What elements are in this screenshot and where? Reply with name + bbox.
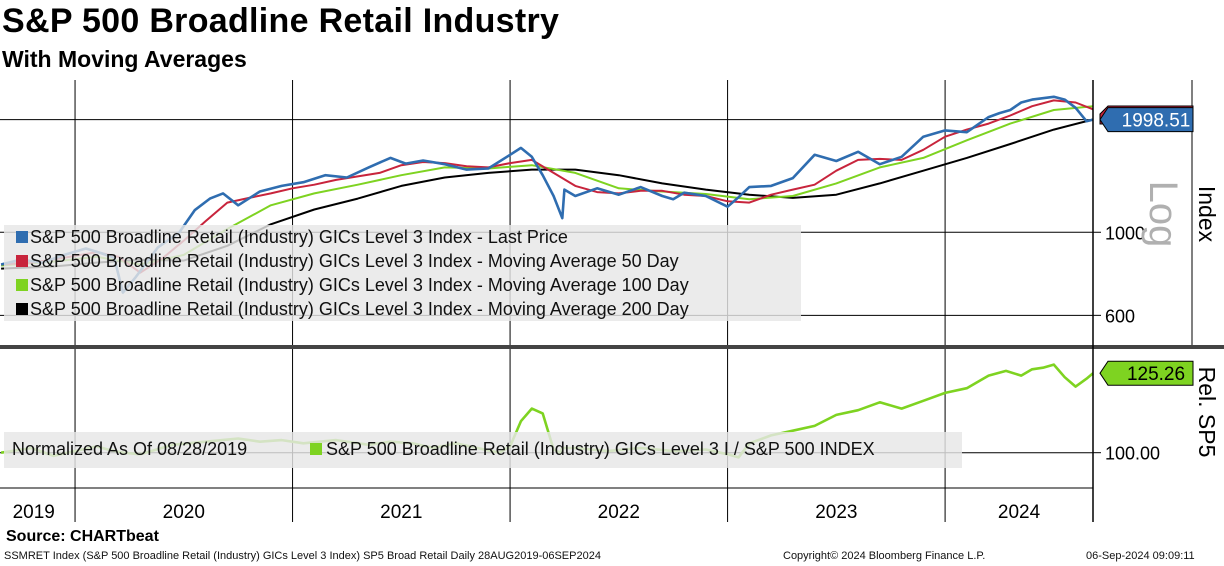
legend-swatch [16,255,28,267]
footer-timestamp: 06-Sep-2024 09:09:11 [1086,550,1195,562]
price-last-value-tag-shape [1099,107,1194,133]
normalized-note: Normalized As Of 08/28/2019 [12,439,248,459]
price-tick-label: 600 [1105,306,1135,326]
x-tick-label-2020: 2020 [163,502,205,523]
legend-item-last-price: S&P 500 Broadline Retail (Industry) GICs… [4,225,801,249]
price-last-value-tag-text: 1998.51 [1122,111,1191,132]
price-last-value-tag: 1998.51 [1099,107,1194,133]
footer-description: SSMRET Index (S&P 500 Broadline Retail (… [4,550,601,562]
x-tick-label-2022: 2022 [598,502,640,523]
relative-legend: Normalized As Of 08/28/2019 S&P 500 Broa… [4,432,962,468]
legend-label-relative: S&P 500 Broadline Retail (Industry) GICs… [326,439,875,459]
source-note: Source: CHARTbeat [6,528,159,545]
relative-last-value-tag-shape [1099,360,1194,386]
chart-title: S&P 500 Broadline Retail Industry [2,2,560,40]
legend-item-ma200: S&P 500 Broadline Retail (Industry) GICs… [4,297,801,321]
legend-item-ma50: S&P 500 Broadline Retail (Industry) GICs… [4,249,801,273]
price-legend: S&P 500 Broadline Retail (Industry) GICs… [4,225,801,321]
legend-swatch-relative [310,443,322,455]
series-last-price [0,95,1094,294]
x-tick-label-2019: 2019 [13,502,55,523]
legend-label: S&P 500 Broadline Retail (Industry) GICs… [30,299,689,319]
price-axis-title: Index [1194,186,1220,243]
legend-label: S&P 500 Broadline Retail (Industry) GICs… [30,227,568,247]
x-tick-label-2021: 2021 [380,502,422,523]
x-tick-label-2023: 2023 [815,502,857,523]
relative-axis-title: Rel. SP5 [1194,367,1220,458]
series-ma50 [1,99,1094,274]
legend-label: S&P 500 Broadline Retail (Industry) GICs… [30,251,679,271]
panel-divider [0,345,1224,349]
legend-label: S&P 500 Broadline Retail (Industry) GICs… [30,275,689,295]
x-tick-label-2024: 2024 [998,502,1041,523]
legend-swatch [16,231,28,243]
relative-last-value-tag: 125.26 [1099,360,1194,386]
legend-swatch [16,303,28,315]
legend-item-ma100: S&P 500 Broadline Retail (Industry) GICs… [4,273,801,297]
chart-subtitle: With Moving Averages [2,46,247,72]
relative-last-value-tag-text: 125.26 [1127,364,1185,385]
legend-swatch [16,279,28,291]
footer-copyright: Copyright© 2024 Bloomberg Finance L.P. [783,550,986,562]
price-tick-label: 1000 [1105,223,1145,243]
log-scale-label: Log [1141,181,1185,248]
relative-tick-label: 100.00 [1105,444,1160,464]
